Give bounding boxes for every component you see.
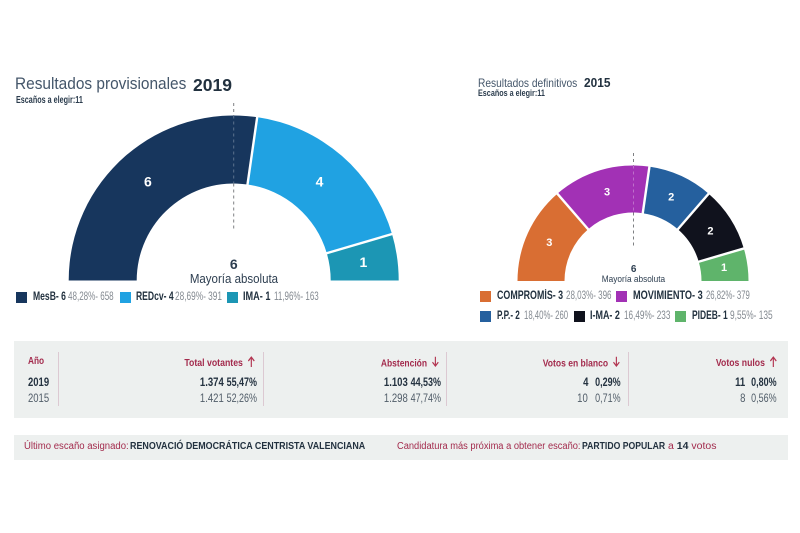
svg-text:6: 6 (144, 174, 152, 190)
svg-text:2: 2 (707, 225, 713, 237)
svg-text:3: 3 (604, 187, 610, 199)
svg-text:1: 1 (359, 254, 367, 270)
svg-text:2: 2 (668, 191, 674, 203)
svg-text:4: 4 (316, 174, 324, 190)
svg-text:3: 3 (546, 237, 552, 249)
svg-text:1: 1 (721, 262, 727, 274)
